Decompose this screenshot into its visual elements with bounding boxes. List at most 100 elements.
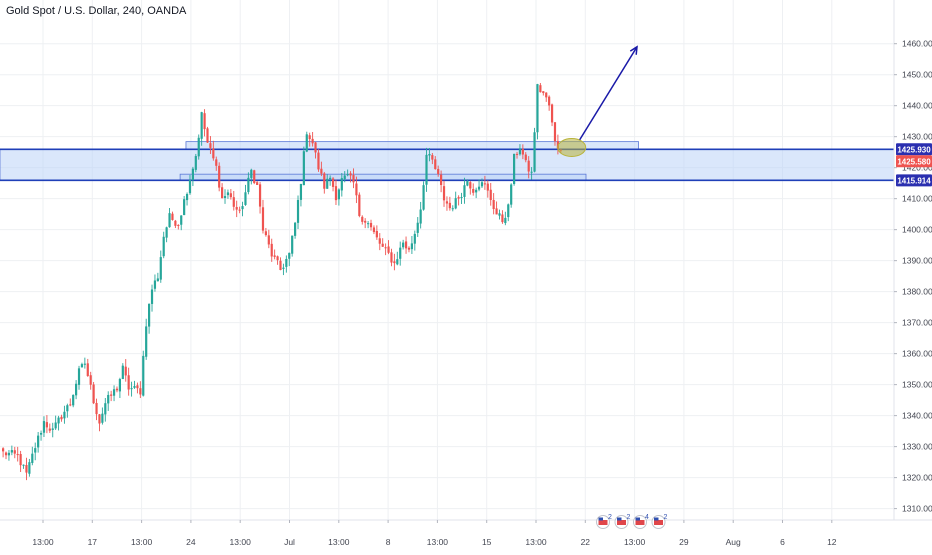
candle-body [533, 132, 536, 172]
flag-stripe-icon [617, 520, 626, 525]
candle-body [69, 404, 72, 406]
price-tick-label: 1430.000 [902, 132, 932, 142]
candle-body [334, 186, 338, 201]
candle-body [223, 196, 227, 199]
candle-body [352, 175, 355, 183]
candle-body [390, 252, 393, 263]
candle-body [472, 188, 475, 193]
candle-body [276, 256, 279, 261]
candle-body [539, 85, 542, 93]
price-tick-label: 1310.000 [902, 504, 932, 514]
candle-body [291, 235, 294, 254]
candle-body [480, 182, 484, 187]
trend-arrow-line[interactable] [579, 46, 638, 141]
event-badge-count: 4 [645, 514, 649, 521]
candle-body [501, 214, 504, 223]
candle-body [258, 184, 262, 207]
candle-body [83, 363, 86, 365]
price-tag-box [896, 143, 932, 156]
candle-body [226, 192, 230, 196]
candle-body [518, 148, 522, 155]
candle-body [218, 165, 221, 188]
candle-body [527, 160, 530, 172]
candle-body [200, 112, 203, 139]
candle-body [124, 366, 127, 376]
price-tick-label: 1370.000 [902, 318, 932, 328]
candle-body [431, 155, 434, 160]
candle-body [45, 422, 48, 428]
time-tick-label: Jul [284, 537, 295, 547]
candle-body [10, 450, 13, 453]
candle-body [515, 153, 519, 155]
candle-body [118, 379, 121, 392]
candle-body [212, 148, 215, 159]
candle-body [349, 173, 352, 176]
candle-body [197, 137, 200, 157]
candle-body [486, 183, 489, 191]
time-tick-label: 29 [679, 537, 689, 547]
time-tick-label: 13:00 [624, 537, 646, 547]
arrow-head-icon [629, 45, 638, 55]
time-tick-label: 24 [186, 537, 196, 547]
candle-body [264, 231, 267, 236]
time-tick-label: 22 [581, 537, 591, 547]
candle-body [355, 183, 358, 196]
candle-body [232, 197, 235, 207]
flag-canton-icon [635, 517, 640, 521]
candle-body [261, 207, 265, 231]
candle-body [404, 241, 408, 249]
candle-body [434, 159, 437, 170]
candle-body [156, 278, 159, 282]
candle-body [422, 185, 425, 210]
candle-body [367, 223, 370, 225]
candle-body [80, 364, 84, 368]
price-tick-label: 1320.000 [902, 473, 932, 483]
candle-body [7, 452, 11, 456]
candle-body [165, 227, 168, 238]
price-tick-label: 1420.000 [902, 163, 932, 173]
candle-body [372, 227, 376, 233]
candle-body [127, 375, 130, 390]
candle-body [495, 208, 498, 215]
candle-body [270, 243, 273, 257]
candle-body [337, 189, 340, 200]
candle-body [174, 220, 177, 226]
event-badge-count: 2 [664, 514, 668, 521]
candle-body [110, 394, 113, 396]
highlight-ellipse[interactable] [557, 138, 587, 158]
candle-body [311, 138, 314, 144]
candle-body [31, 453, 34, 463]
candle-body [402, 242, 405, 248]
candle-body [326, 178, 329, 189]
support-resistance-zone[interactable] [179, 173, 587, 181]
candle-body [384, 247, 387, 249]
candle-body [542, 91, 545, 94]
candle-body [521, 148, 524, 155]
candle-body [42, 421, 46, 433]
candle-body [489, 189, 492, 201]
price-tick-label: 1330.000 [902, 442, 932, 452]
candle-body [16, 454, 19, 456]
candle-body [364, 220, 367, 223]
candle-body [238, 209, 241, 211]
flag-stripe-icon [654, 520, 663, 525]
candle-body [463, 185, 466, 197]
candle-body [387, 246, 390, 253]
candle-body [273, 255, 276, 257]
candle-body [282, 267, 285, 269]
candle-body [346, 174, 349, 176]
time-tick-label: 17 [88, 537, 98, 547]
candle-body [413, 233, 416, 244]
candle-body [498, 213, 501, 216]
price-tick-label: 1410.000 [902, 194, 932, 204]
candle-body [302, 151, 305, 186]
candle-body [57, 417, 60, 424]
candle-body [115, 388, 119, 391]
candle-body [63, 411, 66, 419]
candle-body [244, 192, 247, 205]
candle-body [51, 428, 54, 430]
flag-canton-icon [654, 517, 659, 521]
candle-body [445, 201, 449, 204]
